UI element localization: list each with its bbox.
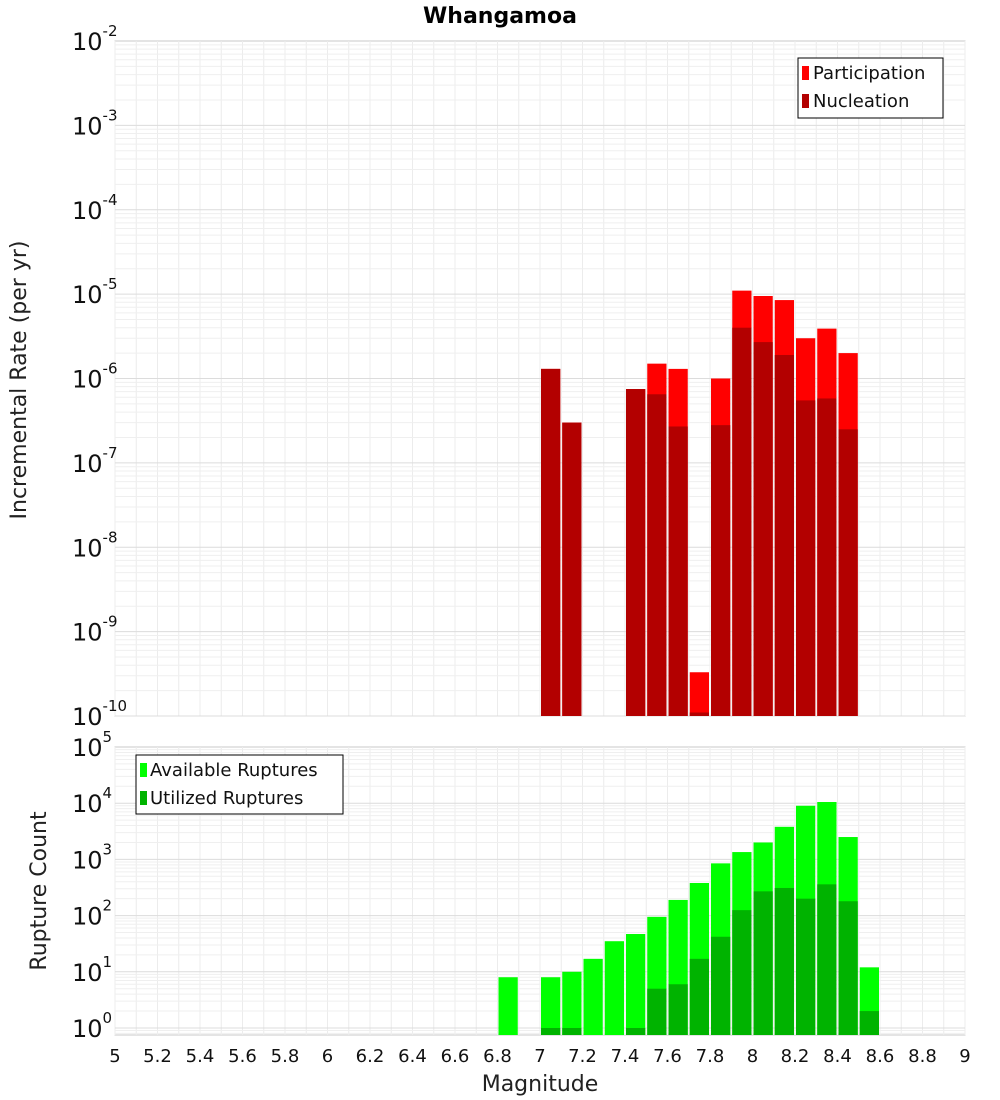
count-y-axis-label: Rupture Count — [27, 811, 52, 971]
legend-swatch-available — [140, 763, 147, 777]
x-tick-label: 9 — [959, 1046, 970, 1067]
rate-bar-nucleation — [711, 425, 731, 716]
legend-label-available: Available Ruptures — [150, 760, 318, 781]
count-y-ticks: 100 101 102 103 104 105 — [72, 728, 112, 1043]
rate-bar-participation — [689, 672, 709, 716]
rate-y-ticks: 10-10 10-9 10-8 10-7 10-6 10-5 10-4 10-3 10-2 — [72, 22, 127, 731]
count-bars — [498, 802, 879, 1035]
x-tick-label: 8.2 — [781, 1046, 810, 1067]
x-tick-label: 6 — [322, 1046, 333, 1067]
rate-y-tick-label: 10-4 — [72, 191, 118, 225]
count-bar-available-ruptures — [562, 971, 582, 1035]
rate-y-tick-label: 10-9 — [72, 613, 118, 647]
count-bar-utilized-ruptures — [732, 910, 752, 1035]
rate-bar-nucleation — [562, 422, 582, 716]
count-bar-available-ruptures — [498, 977, 518, 1035]
x-axis-label: Magnitude — [482, 1072, 599, 1097]
count-y-tick-label: 103 — [72, 840, 112, 874]
rate-y-tick-label: 10-5 — [72, 275, 118, 309]
count-bar-available-ruptures — [626, 934, 646, 1035]
x-tick-label: 8.4 — [823, 1046, 852, 1067]
count-bar-utilized-ruptures — [753, 891, 773, 1035]
legend-swatch-participation — [802, 66, 809, 80]
x-tick-label: 6.6 — [441, 1046, 470, 1067]
rate-bar-nucleation — [647, 394, 667, 716]
x-tick-label: 8.6 — [866, 1046, 895, 1067]
x-tick-label: 5.2 — [143, 1046, 172, 1067]
count-bar-utilized-ruptures — [626, 1027, 646, 1035]
x-tick-label: 7.8 — [696, 1046, 725, 1067]
count-bar-utilized-ruptures — [859, 1011, 879, 1035]
x-tick-label: 5.6 — [228, 1046, 257, 1067]
rate-y-tick-label: 10-7 — [72, 444, 118, 478]
chart-title: Whangamoa — [423, 4, 577, 29]
magnitude-x-ticks: 5 5.2 5.4 5.6 5.8 6 6.2 6.4 6.6 6.8 7 7.2 7.4 7.6 7.8 8… — [109, 1046, 970, 1067]
rate-bar-nucleation — [689, 712, 709, 716]
rate-bar-nucleation — [753, 342, 773, 716]
x-tick-label: 5 — [109, 1046, 120, 1067]
x-tick-label: 7.4 — [611, 1046, 640, 1067]
rate-legend: Participation Nucleation — [797, 57, 944, 119]
x-tick-label: 7.2 — [568, 1046, 597, 1067]
rate-y-tick-label: 10-10 — [72, 697, 127, 731]
count-bar-utilized-ruptures — [541, 1027, 561, 1035]
count-y-tick-label: 101 — [72, 953, 112, 987]
x-tick-label: 6.8 — [483, 1046, 512, 1067]
x-tick-label: 8 — [747, 1046, 758, 1067]
legend-label-nucleation: Nucleation — [813, 91, 909, 112]
count-bar-available-ruptures — [541, 977, 561, 1035]
legend-label-utilized: Utilized Ruptures — [150, 788, 303, 809]
count-bar-utilized-ruptures — [562, 1027, 582, 1035]
rate-bar-nucleation — [626, 389, 646, 716]
count-legend-box — [135, 754, 344, 815]
count-bar-utilized-ruptures — [647, 988, 667, 1035]
x-tick-label: 7.6 — [653, 1046, 682, 1067]
rate-y-tick-label: 10-6 — [72, 360, 118, 394]
rate-y-axis-label: Incremental Rate (per yr) — [7, 241, 32, 520]
count-y-tick-label: 105 — [72, 728, 112, 762]
rate-y-tick-label: 10-2 — [72, 22, 118, 56]
legend-label-participation: Participation — [813, 63, 925, 84]
rate-bar-nucleation — [541, 368, 561, 716]
rate-bars — [541, 290, 858, 716]
count-bar-utilized-ruptures — [838, 901, 858, 1035]
rate-bar-nucleation — [668, 426, 688, 716]
count-y-tick-label: 102 — [72, 897, 112, 931]
rate-panel: 10-10 10-9 10-8 10-7 10-6 10-5 10-4 10-3 10-2 In… — [7, 22, 966, 731]
rate-bar-nucleation — [732, 327, 752, 716]
x-tick-label: 6.4 — [398, 1046, 427, 1067]
count-bar-available-ruptures — [583, 958, 603, 1035]
x-tick-label: 5.8 — [271, 1046, 300, 1067]
rate-bar-nucleation — [796, 400, 816, 716]
count-bar-utilized-ruptures — [796, 898, 816, 1035]
x-tick-label: 6.2 — [356, 1046, 385, 1067]
rate-bar-nucleation — [838, 429, 858, 716]
rate-y-tick-label: 10-8 — [72, 528, 118, 562]
rate-grid — [114, 41, 966, 717]
count-panel: 100 101 102 103 104 105 5 5.2 5.4 5.6 5.8 6 6.2 6.4 6… — [27, 728, 971, 1097]
x-tick-label: 8.8 — [908, 1046, 937, 1067]
count-bar-utilized-ruptures — [817, 884, 837, 1035]
count-bar-utilized-ruptures — [711, 936, 731, 1035]
count-bar-utilized-ruptures — [689, 958, 709, 1035]
x-tick-label: 7 — [534, 1046, 545, 1067]
rate-legend-box — [797, 57, 944, 119]
x-tick-label: 5.4 — [186, 1046, 215, 1067]
legend-swatch-nucleation — [802, 94, 809, 108]
count-y-tick-label: 100 — [72, 1009, 112, 1043]
count-legend: Available Ruptures Utilized Ruptures — [135, 754, 344, 815]
count-y-tick-label: 104 — [72, 784, 112, 818]
count-bar-utilized-ruptures — [668, 984, 688, 1035]
legend-swatch-utilized — [140, 791, 147, 805]
rate-bar-nucleation — [817, 398, 837, 716]
rate-bar-nucleation — [774, 354, 794, 716]
rate-y-tick-label: 10-3 — [72, 106, 118, 140]
count-bar-utilized-ruptures — [774, 887, 794, 1035]
count-bar-available-ruptures — [604, 941, 624, 1035]
